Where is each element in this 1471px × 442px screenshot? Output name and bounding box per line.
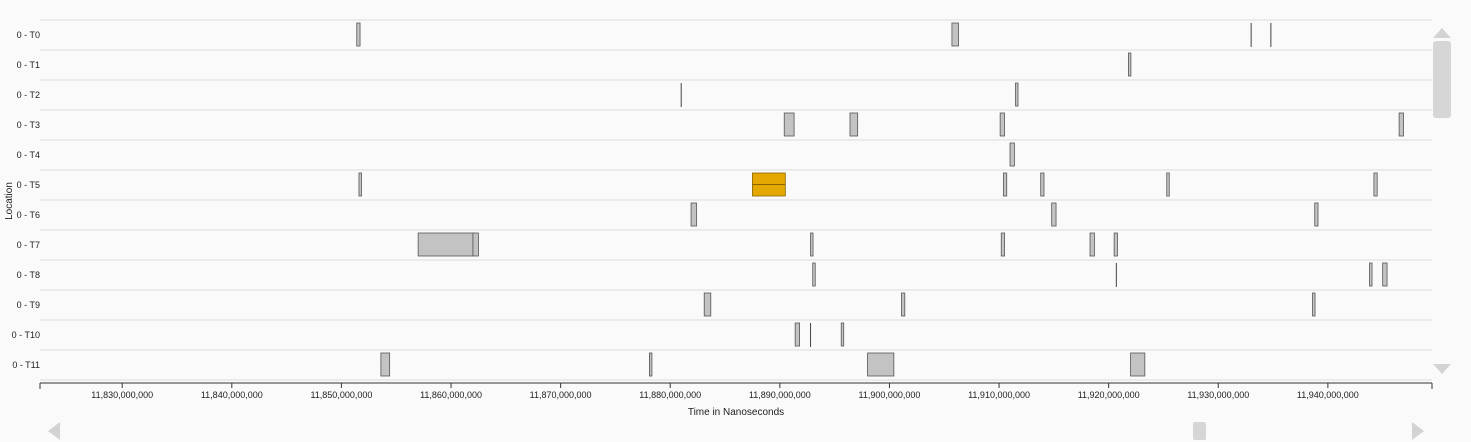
lane-label: 0 - T1 [17, 60, 40, 70]
event-block[interactable] [849, 112, 859, 137]
scroll-right-icon[interactable] [1412, 422, 1424, 440]
x-tick-label: 11,840,000,000 [201, 390, 263, 400]
event-block[interactable] [1130, 352, 1146, 377]
x-tick-label: 11,930,000,000 [1187, 390, 1249, 400]
lane-label: 0 - T11 [12, 360, 40, 370]
x-axis: 11,830,000,000 11,840,000,000 11,850,000,0… [39, 382, 1433, 418]
lane-label: 0 - T6 [17, 210, 40, 220]
x-axis-title: Time in Nanoseconds [688, 407, 784, 418]
lane-label: 0 - T0 [17, 30, 40, 40]
event-block[interactable] [703, 292, 712, 317]
event-block[interactable] [1040, 172, 1045, 197]
vertical-scroll-thumb[interactable] [1433, 41, 1451, 118]
lane-label: 0 - T8 [17, 270, 40, 280]
x-tick-label: 11,880,000,000 [639, 390, 701, 400]
scroll-down-icon[interactable] [1433, 364, 1451, 374]
event-block[interactable] [1382, 262, 1388, 287]
scroll-left-icon[interactable] [48, 422, 60, 440]
x-tick-label: 11,910,000,000 [968, 390, 1030, 400]
event-block[interactable] [356, 22, 361, 47]
x-tick-label: 11,940,000,000 [1297, 390, 1359, 400]
vertical-scrollbar[interactable] [1433, 28, 1451, 374]
event-block[interactable] [1373, 172, 1378, 197]
lane-label: 0 - T10 [12, 330, 40, 340]
x-tick-label: 11,830,000,000 [91, 390, 153, 400]
event-block[interactable] [901, 292, 906, 317]
event-block[interactable] [1398, 112, 1404, 137]
event-block[interactable] [810, 232, 814, 257]
event-block[interactable] [1051, 202, 1057, 227]
y-axis-title: Location [4, 182, 15, 220]
lane-label: 0 - T5 [17, 180, 40, 190]
lane-labels: 0 - T0 0 - T1 0 - T2 0 - T3 0 - T4 0 - T5 0 - … [12, 30, 40, 370]
x-tick-label: 11,870,000,000 [530, 390, 592, 400]
event-block[interactable] [358, 172, 362, 197]
x-tick-label: 11,860,000,000 [420, 390, 482, 400]
lane-label: 0 - T3 [17, 120, 40, 130]
event-block[interactable] [840, 322, 845, 347]
event-block[interactable] [472, 232, 479, 257]
event-block[interactable] [1312, 292, 1316, 317]
horizontal-scrollbar[interactable] [48, 422, 1424, 440]
event-block[interactable] [1127, 52, 1132, 77]
event-block[interactable] [649, 352, 653, 377]
event-block[interactable] [380, 352, 391, 377]
event-block[interactable] [1009, 142, 1015, 167]
x-tick-label: 11,890,000,000 [749, 390, 811, 400]
event-block[interactable] [1003, 172, 1008, 197]
lane-label: 0 - T7 [17, 240, 40, 250]
x-tick-label: 11,920,000,000 [1078, 390, 1140, 400]
event-block[interactable] [783, 112, 795, 137]
events[interactable] [356, 22, 1404, 377]
event-block[interactable] [1089, 232, 1095, 257]
lane-label: 0 - T9 [17, 300, 40, 310]
x-tick-label: 11,900,000,000 [858, 390, 920, 400]
event-block[interactable] [417, 232, 474, 257]
event-block[interactable] [812, 262, 816, 287]
x-ticks: 11,830,000,000 11,840,000,000 11,850,000,0… [39, 383, 1433, 400]
scroll-up-icon[interactable] [1433, 28, 1451, 38]
event-block[interactable] [1113, 232, 1118, 257]
event-block[interactable] [1166, 172, 1170, 197]
x-tick-label: 11,850,000,000 [310, 390, 372, 400]
event-block[interactable] [1015, 82, 1019, 107]
event-block[interactable] [867, 352, 895, 377]
lanes [40, 19, 1432, 381]
event-block[interactable] [794, 322, 800, 347]
event-block[interactable] [1314, 202, 1319, 227]
event-block[interactable] [999, 112, 1005, 137]
event-block[interactable] [690, 202, 697, 227]
event-block[interactable] [951, 22, 959, 47]
lane-label: 0 - T4 [17, 150, 40, 160]
event-block[interactable] [1000, 232, 1005, 257]
lane-label: 0 - T2 [17, 90, 40, 100]
horizontal-scroll-thumb[interactable] [1193, 422, 1206, 440]
event-block[interactable] [1369, 262, 1373, 287]
